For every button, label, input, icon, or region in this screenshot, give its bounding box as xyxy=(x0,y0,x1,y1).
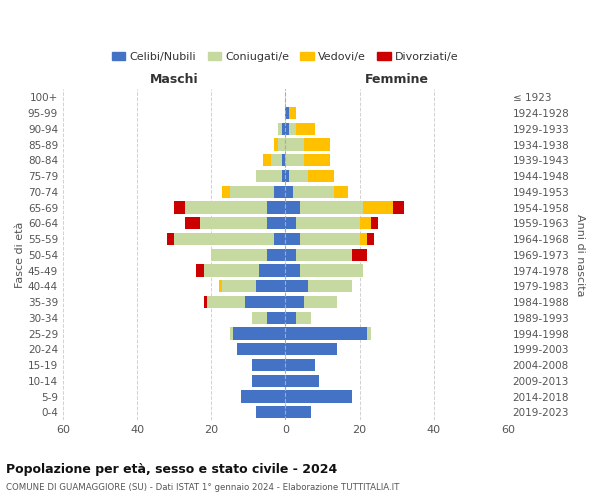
Bar xyxy=(371,217,378,230)
Bar xyxy=(274,138,278,150)
Bar xyxy=(304,138,330,150)
Bar xyxy=(286,202,300,213)
Bar xyxy=(259,264,286,276)
Text: Maschi: Maschi xyxy=(150,74,199,86)
Bar xyxy=(241,390,286,402)
Bar xyxy=(256,170,281,182)
Bar xyxy=(252,312,267,324)
Bar xyxy=(393,202,404,213)
Bar xyxy=(286,406,311,418)
Bar xyxy=(185,202,267,213)
Bar xyxy=(233,328,286,340)
Bar xyxy=(293,186,334,198)
Bar xyxy=(300,233,359,245)
Bar xyxy=(245,296,286,308)
Bar xyxy=(296,312,311,324)
Bar xyxy=(278,122,281,135)
Bar xyxy=(286,217,296,230)
Bar xyxy=(271,154,281,166)
Text: COMUNE DI GUAMAGGIORE (SU) - Dati ISTAT 1° gennaio 2024 - Elaborazione TUTTITALI: COMUNE DI GUAMAGGIORE (SU) - Dati ISTAT … xyxy=(6,482,400,492)
Bar xyxy=(286,359,315,371)
Bar xyxy=(286,170,289,182)
Bar xyxy=(267,202,286,213)
Bar xyxy=(286,374,319,387)
Bar xyxy=(267,217,286,230)
Bar xyxy=(286,312,296,324)
Bar xyxy=(286,343,337,355)
Bar xyxy=(281,122,286,135)
Bar xyxy=(237,343,286,355)
Bar xyxy=(304,296,337,308)
Bar xyxy=(204,264,259,276)
Bar xyxy=(274,233,286,245)
Bar xyxy=(281,170,286,182)
Bar xyxy=(185,217,200,230)
Bar xyxy=(174,233,274,245)
Bar xyxy=(278,138,286,150)
Bar xyxy=(252,359,286,371)
Bar xyxy=(304,154,330,166)
Bar xyxy=(286,154,304,166)
Legend: Celibi/Nubili, Coniugati/e, Vedovi/e, Divorziati/e: Celibi/Nubili, Coniugati/e, Vedovi/e, Di… xyxy=(112,52,458,62)
Bar xyxy=(308,170,334,182)
Bar xyxy=(359,217,371,230)
Bar xyxy=(174,202,185,213)
Bar xyxy=(223,186,230,198)
Bar xyxy=(286,328,367,340)
Bar xyxy=(223,280,256,292)
Bar xyxy=(363,202,393,213)
Bar xyxy=(263,154,271,166)
Bar xyxy=(208,296,245,308)
Bar xyxy=(252,374,286,387)
Bar xyxy=(267,248,286,261)
Bar xyxy=(367,233,374,245)
Bar xyxy=(230,186,274,198)
Bar xyxy=(286,186,293,198)
Bar xyxy=(296,217,359,230)
Bar xyxy=(352,248,367,261)
Bar xyxy=(274,186,286,198)
Bar xyxy=(367,328,371,340)
Text: Popolazione per età, sesso e stato civile - 2024: Popolazione per età, sesso e stato civil… xyxy=(6,462,337,475)
Bar xyxy=(300,264,363,276)
Bar xyxy=(286,107,289,120)
Bar xyxy=(200,217,267,230)
Bar xyxy=(256,280,286,292)
Bar xyxy=(230,328,233,340)
Bar xyxy=(218,280,223,292)
Bar xyxy=(167,233,174,245)
Bar xyxy=(286,264,300,276)
Bar xyxy=(296,122,315,135)
Bar xyxy=(296,248,352,261)
Bar xyxy=(334,186,349,198)
Bar xyxy=(286,248,296,261)
Bar xyxy=(211,248,267,261)
Bar xyxy=(286,138,304,150)
Bar xyxy=(286,296,304,308)
Bar xyxy=(281,154,286,166)
Bar xyxy=(300,202,363,213)
Bar xyxy=(256,406,286,418)
Bar xyxy=(359,233,367,245)
Text: Femmine: Femmine xyxy=(365,74,428,86)
Y-axis label: Anni di nascita: Anni di nascita xyxy=(575,214,585,296)
Bar xyxy=(286,122,289,135)
Bar xyxy=(286,390,352,402)
Bar xyxy=(196,264,204,276)
Bar xyxy=(204,296,208,308)
Bar xyxy=(286,233,300,245)
Bar xyxy=(267,312,286,324)
Bar xyxy=(286,280,308,292)
Bar xyxy=(289,107,296,120)
Y-axis label: Fasce di età: Fasce di età xyxy=(15,222,25,288)
Bar xyxy=(289,122,296,135)
Bar xyxy=(308,280,352,292)
Bar xyxy=(289,170,308,182)
